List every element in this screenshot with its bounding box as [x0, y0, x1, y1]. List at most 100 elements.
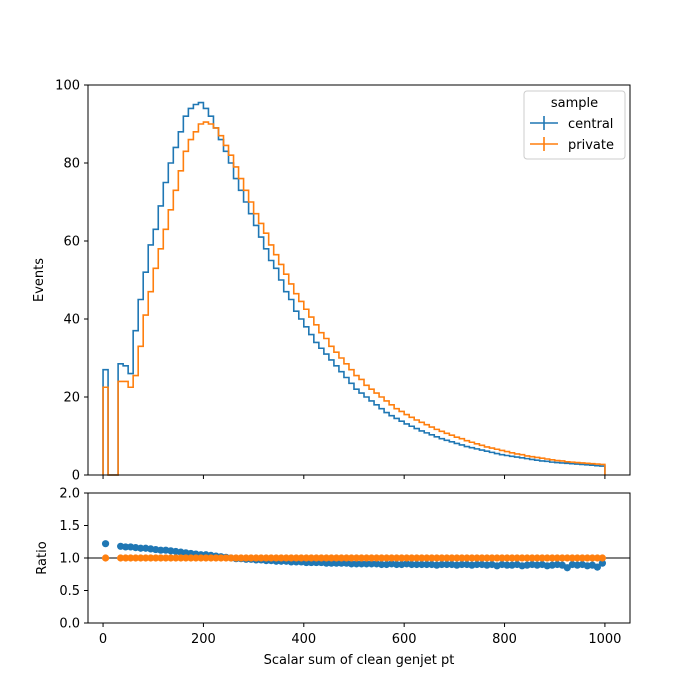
ratio-point-private — [553, 554, 561, 562]
ratio-point-private — [357, 554, 366, 562]
ratio-point-central — [438, 560, 446, 569]
ratio-point-private — [262, 554, 270, 562]
ratio-y-tick-label: 0.0 — [59, 617, 80, 632]
ratio-point-private — [157, 554, 165, 562]
ratio-point-central — [362, 560, 371, 568]
main-series-layer — [102, 101, 606, 476]
ratio-point-private — [227, 554, 235, 562]
ratio-point-private — [317, 554, 325, 562]
ratio-point-private — [252, 554, 260, 562]
ratio-point-private — [352, 554, 361, 562]
ratio-point-private — [423, 554, 431, 562]
ratio-point-private — [458, 554, 466, 562]
ratio-point-central — [393, 560, 401, 569]
ratio-point-private — [287, 554, 295, 562]
ratio-point-central — [413, 560, 421, 569]
ratio-point-private — [443, 554, 451, 562]
ratio-point-private — [538, 554, 546, 562]
ratio-point-private — [242, 554, 250, 562]
ratio-point-private — [418, 554, 426, 562]
ratio-point-private — [322, 554, 330, 562]
ratio-point-private — [307, 554, 315, 562]
ratio-point-private — [277, 554, 285, 562]
legend-entry-private: private — [530, 137, 614, 153]
ratio-point-private — [453, 554, 461, 562]
main-y-tick-label: 20 — [63, 391, 80, 406]
ratio-point-private — [463, 554, 471, 562]
ratio-point-central — [352, 560, 361, 568]
ratio-point-private — [573, 554, 581, 562]
ratio-point-private — [167, 554, 175, 562]
ratio-point-private — [197, 554, 205, 562]
ratio-point-private — [327, 554, 335, 562]
ratio-point-central — [327, 559, 335, 567]
ratio-point-central — [322, 559, 330, 567]
ratio-point-private — [598, 554, 606, 562]
main-y-ticks: 0 20 40 60 80 100 — [55, 79, 88, 484]
ratio-point-private — [237, 554, 245, 562]
ratio-point-private — [362, 554, 371, 562]
ratio-x-ticks: 0 200 400 600 800 1000 — [99, 623, 621, 647]
ratio-point-central — [357, 560, 366, 568]
ratio-y-tick-label: 1.5 — [59, 519, 80, 534]
ratio-point-central — [367, 560, 376, 568]
ratio-point-private — [578, 554, 586, 562]
ratio-point-private — [583, 554, 591, 562]
ratio-point-private — [162, 554, 170, 562]
ratio-point-central — [137, 544, 145, 552]
ratio-point-private — [172, 554, 180, 562]
main-y-tick-label: 60 — [63, 235, 80, 250]
x-tick-label: 200 — [191, 632, 216, 647]
ratio-point-private — [257, 554, 265, 562]
ratio-point-central — [408, 560, 416, 569]
ratio-y-tick-label: 2.0 — [59, 487, 80, 502]
ratio-point-private — [433, 554, 441, 562]
ratio-point-private — [137, 554, 145, 562]
ratio-panel: 0.0 0.5 1.0 1.5 2.0 0 200 400 600 800 1000 Ratio — [35, 487, 631, 647]
main-y-tick-label: 100 — [55, 79, 80, 94]
legend-entries: central private — [530, 116, 614, 153]
ratio-point-central — [443, 560, 451, 569]
ratio-point-private — [347, 554, 356, 562]
ratio-point-private — [337, 554, 346, 562]
ratio-point-private — [142, 554, 150, 562]
ratio-point-private — [533, 554, 541, 562]
ratio-point-central — [337, 559, 346, 567]
ratio-point-private — [332, 554, 341, 562]
x-tick-label: 1000 — [588, 632, 621, 647]
ratio-point-private — [222, 554, 230, 562]
ratio-point-central — [347, 560, 356, 568]
ratio-point-private — [372, 554, 381, 562]
ratio-point-central — [157, 546, 165, 554]
ratio-point-central — [101, 540, 110, 548]
main-panel: 0 20 40 60 80 100 Events — [32, 79, 631, 484]
legend-label: central — [568, 117, 613, 132]
ratio-point-central — [458, 560, 466, 569]
legend-box — [523, 90, 626, 160]
histogram-private — [102, 121, 606, 476]
legend-title: sample — [551, 96, 598, 111]
histogram-central — [102, 101, 606, 476]
ratio-point-private — [528, 554, 536, 562]
ratio-point-private — [383, 554, 391, 562]
legend-entry-central: central — [530, 116, 613, 132]
ratio-point-private — [127, 554, 135, 562]
ratio-point-private — [438, 554, 446, 562]
ratio-point-private — [558, 554, 566, 562]
ratio-point-private — [413, 554, 421, 562]
ratio-point-central — [503, 561, 511, 569]
ratio-point-private — [548, 554, 556, 562]
ratio-point-private — [122, 554, 130, 562]
ratio-point-private — [297, 554, 305, 562]
ratio-point-private — [488, 554, 496, 562]
ratio-point-private — [101, 554, 110, 562]
ratio-y-tick-label: 0.5 — [59, 584, 80, 599]
ratio-point-private — [212, 554, 220, 562]
ratio-point-private — [543, 554, 551, 562]
ratio-point-private — [247, 554, 255, 562]
x-tick-label: 0 — [99, 632, 107, 647]
ratio-point-private — [513, 554, 521, 562]
ratio-point-private — [117, 554, 125, 562]
ratio-point-private — [282, 554, 290, 562]
ratio-point-private — [563, 554, 571, 562]
